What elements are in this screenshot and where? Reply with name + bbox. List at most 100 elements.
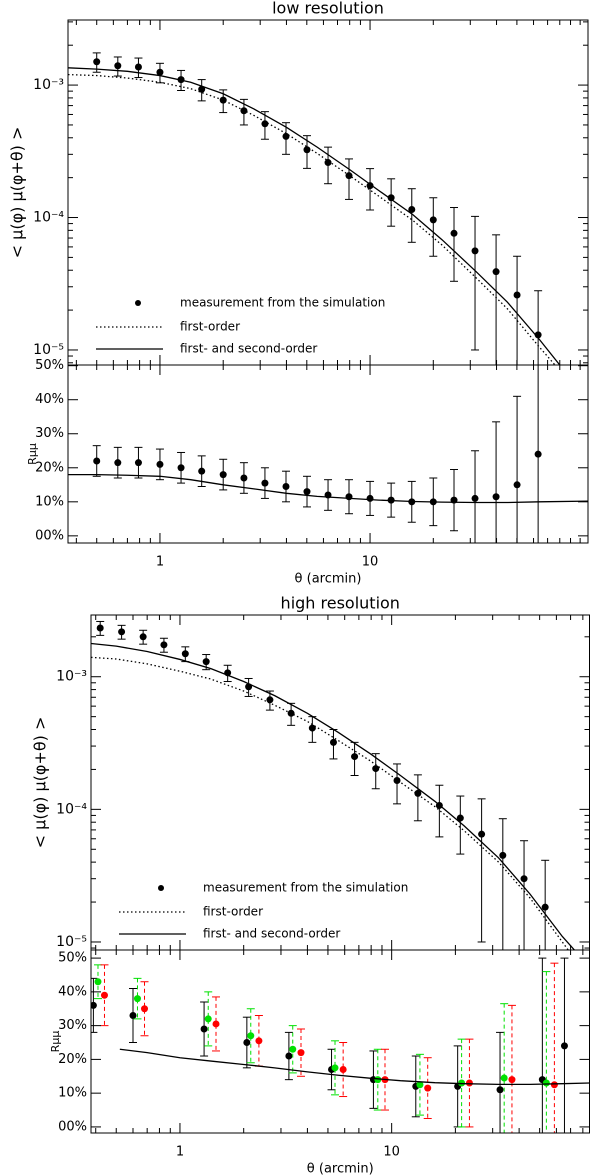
y-axis-label: < μ(φ) μ(φ+θ) > [8,127,27,259]
y-tick-label: 30% [58,1018,87,1033]
plot-area [68,52,561,365]
legend-label: measurement from the simulation [203,881,408,895]
data-point [247,1032,255,1040]
data-point [366,494,374,502]
x-axis-label: θ (arcmin) [307,1162,374,1175]
data-point [212,1020,220,1028]
model-curve [68,73,556,365]
data-point [508,1076,516,1084]
legend-label: first- and second-order [203,927,340,941]
data-point [387,194,395,202]
data-point [219,471,227,479]
y-axis-label: Rμμ [26,443,39,465]
data-point [156,460,164,468]
model-curve [119,1048,590,1086]
data-point [134,63,142,71]
data-point [560,1042,568,1050]
data-point [219,96,227,104]
data-point [500,1074,508,1082]
data-point [534,450,542,458]
model-curve [68,67,561,365]
data-point [91,1001,97,1009]
data-point [424,1084,432,1092]
data-point [255,1037,263,1045]
data-point [456,814,464,822]
plot-area [91,957,590,1133]
frame [67,19,589,366]
data-point [471,494,479,502]
data-point [133,995,141,1003]
y-tick-label: 10⁻³ [56,669,87,685]
data-point [513,291,521,299]
data-point [393,777,401,785]
y-tick-label: 20% [58,1052,87,1067]
data-point [204,1015,212,1023]
data-point [285,1052,293,1060]
data-point [198,85,206,93]
data-point [198,467,206,475]
data-point [200,1025,208,1033]
plot-area [68,365,588,543]
panel: 10⁻⁵ 10⁻⁴ 10⁻³ high resolution < μ(φ) μ(φ+θ)… [31,594,590,951]
legend-label: first-order [180,320,240,334]
y-tick-label: 10% [35,494,64,509]
panel: 10⁻⁵ 10⁻⁴ 10⁻³ low resolution < μ(φ) μ(φ+θ) … [8,0,589,366]
data-point [266,696,274,704]
panel: 1 10 00% 10% 20% 30% 40% 50% θ (arcmin) Rμμ [26,358,589,587]
data-point [261,120,269,128]
model-curve [91,642,575,950]
data-point [243,1039,251,1047]
plot-area [91,620,575,950]
y-tick-label: 10⁻⁴ [33,210,64,226]
data-point [139,633,147,641]
data-point [156,68,164,76]
data-point [541,903,549,911]
y-tick-label: 10⁻⁴ [56,801,87,817]
data-point [492,268,500,276]
data-point [202,658,210,666]
y-tick-label: 20% [35,460,64,475]
legend-label: measurement from the simulation [180,296,385,310]
legend-label: first-order [203,905,263,919]
data-point [465,1079,473,1087]
data-point [240,107,248,115]
data-point [351,753,359,761]
legend-label: first- and second-order [180,342,317,356]
y-tick-label: 50% [58,951,87,966]
y-tick-label: 10⁻⁵ [33,342,64,358]
data-point [96,624,104,632]
data-point [414,789,422,797]
y-tick-label: 30% [35,426,64,441]
x-tick-label: 10 [383,1145,400,1160]
data-point [478,830,486,838]
data-point [303,488,311,496]
data-point [366,182,374,190]
data-point [496,1086,504,1094]
data-point [100,991,108,999]
x-tick-label: 10 [362,555,379,570]
y-axis-label: Rμμ [49,1031,62,1053]
data-point [134,459,142,467]
data-point [240,474,248,482]
data-point [513,481,521,489]
y-tick-label: 40% [35,392,64,407]
panel: 1 10 00% 10% 20% 30% 40% 50% θ (arcmin) Rμμ [49,949,590,1175]
data-point [114,62,122,70]
x-tick-label: 1 [156,555,164,570]
y-tick-label: 10⁻³ [33,77,64,93]
data-point [308,724,316,732]
data-point [177,464,185,472]
data-point [329,738,337,746]
data-point [450,229,458,237]
data-point [331,1064,339,1072]
data-point [499,851,507,859]
panel-title: low resolution [272,0,384,18]
data-point [282,483,290,491]
data-point [93,58,101,66]
data-point [550,1081,558,1089]
data-point [542,1079,550,1087]
x-axis-label: θ (arcmin) [295,572,362,587]
data-point [297,1049,305,1057]
